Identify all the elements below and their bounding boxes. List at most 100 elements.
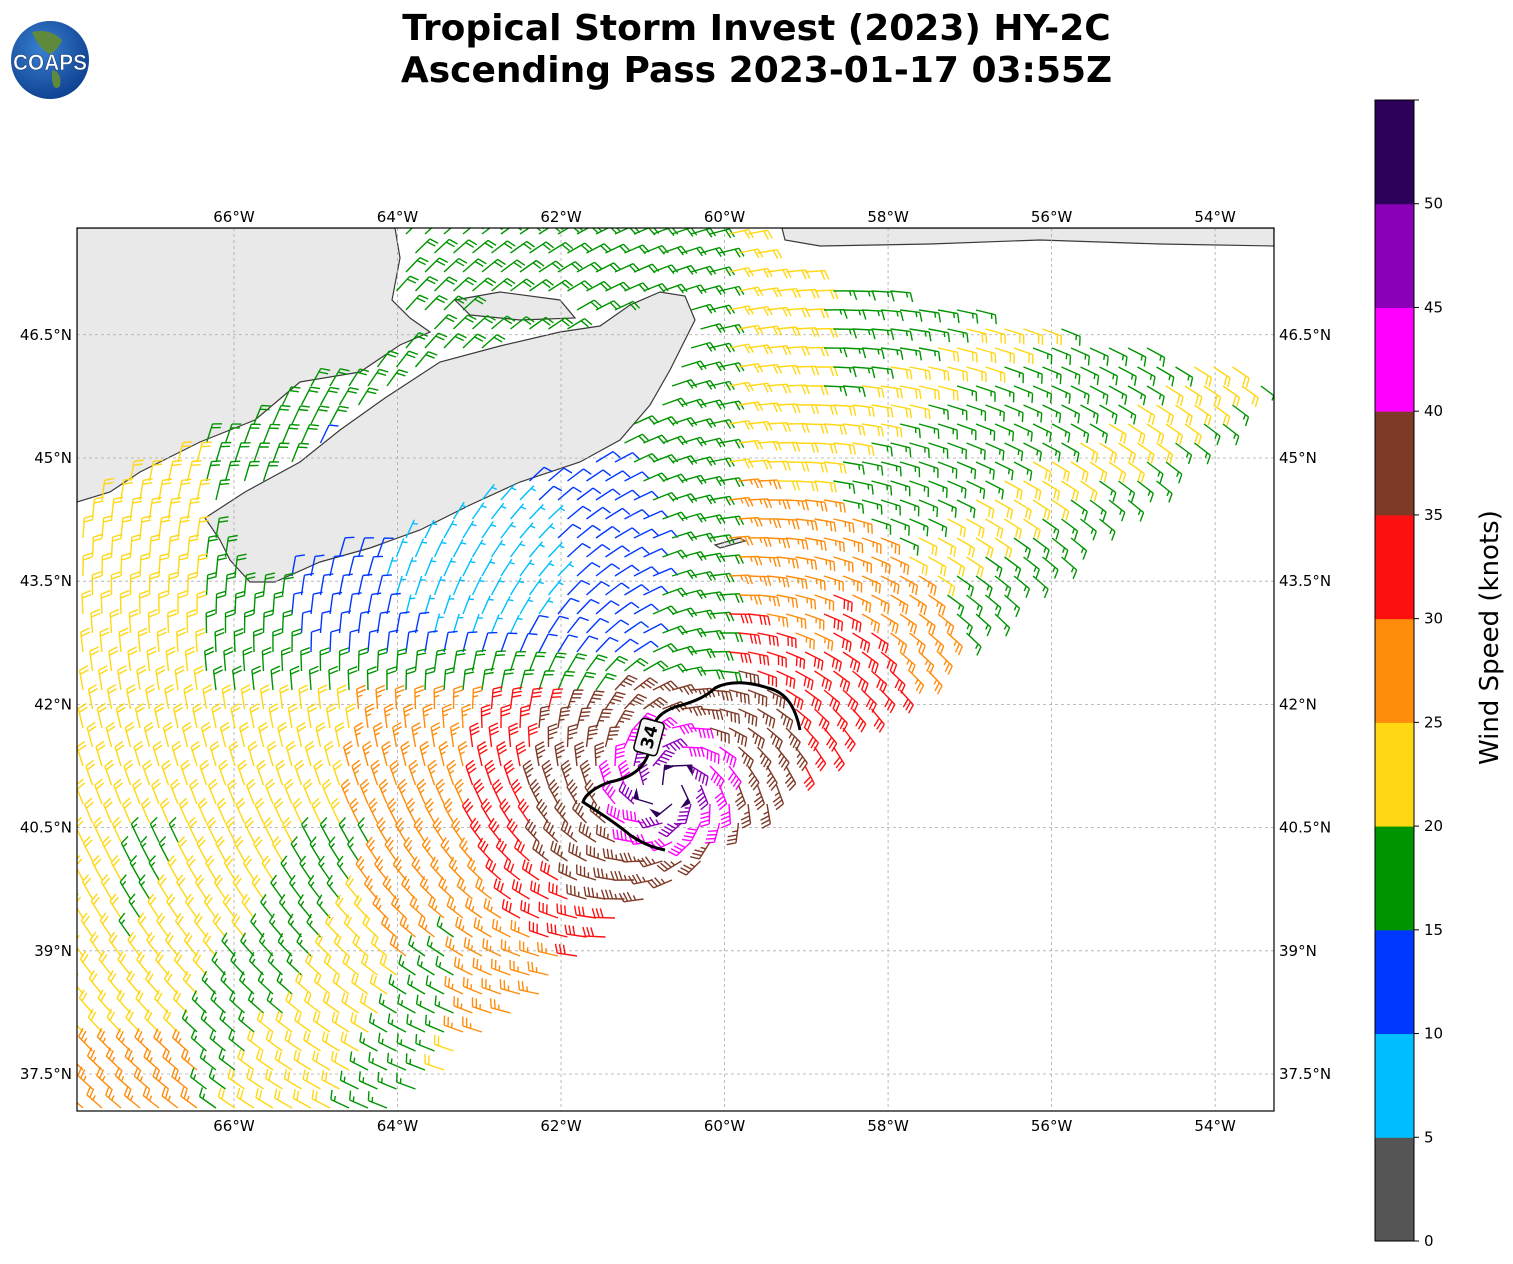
wind-barb-pennant — [680, 797, 691, 809]
wind-barb — [136, 951, 151, 976]
wind-barb — [336, 684, 347, 710]
wind-barb — [330, 1050, 350, 1071]
wind-barb — [226, 778, 237, 805]
wind-barb — [493, 878, 511, 900]
wind-barb — [86, 721, 97, 748]
wind-barb — [139, 478, 153, 501]
colorbar-bin — [1375, 514, 1414, 620]
wind-barb — [728, 343, 754, 354]
wind-barb — [396, 1072, 416, 1090]
wind-barb — [842, 651, 861, 673]
wind-barb — [238, 1010, 255, 1033]
wind-barb — [116, 989, 132, 1014]
wind-barb — [622, 809, 644, 824]
wind-barb — [338, 573, 353, 596]
wind-barb — [1194, 366, 1213, 388]
wind-barb — [281, 609, 293, 634]
wind-barb — [1032, 537, 1050, 560]
wind-barb — [719, 746, 737, 768]
wind-barb — [228, 740, 239, 767]
wind-barb — [428, 896, 445, 919]
wind-barb — [395, 350, 419, 368]
wind-barb — [481, 483, 497, 501]
wind-barb — [1070, 423, 1090, 444]
wind-barb — [756, 746, 772, 771]
wind-barb — [500, 259, 526, 273]
wind-barb — [633, 677, 659, 691]
wind-barb — [623, 728, 643, 748]
wind-barb — [289, 665, 300, 691]
wind-barb — [349, 1090, 369, 1109]
wind-barb — [77, 740, 87, 767]
wind-barb — [280, 646, 291, 672]
wind-barb — [567, 505, 592, 520]
wind-barb — [556, 903, 578, 919]
wind-barb — [956, 347, 978, 363]
wind-barb — [252, 836, 265, 862]
wind-barb — [348, 368, 370, 387]
wind-barb — [671, 531, 698, 542]
wind-barb — [398, 954, 416, 976]
wind-barb — [658, 822, 682, 838]
wind-barb — [804, 651, 824, 671]
wind-barb — [719, 670, 743, 683]
wind-barb — [378, 993, 397, 1014]
wind-barb — [357, 647, 369, 672]
wind-barb — [804, 537, 827, 552]
wind-barb — [637, 816, 663, 829]
wind-barb — [738, 439, 764, 450]
wind-barb — [154, 989, 170, 1014]
lon-label-bottom: 58°W — [867, 1117, 909, 1135]
wind-barb — [273, 797, 284, 824]
wind-barb — [408, 935, 426, 957]
wind-barb — [614, 489, 640, 501]
colorbar-bin — [1375, 618, 1414, 723]
wind-barb — [842, 309, 867, 320]
wind-barb — [1213, 404, 1231, 427]
wind-barb — [937, 423, 958, 440]
wind-barb — [747, 306, 773, 317]
wind-barb — [368, 1052, 388, 1071]
wind-barb — [1108, 423, 1127, 444]
wind-barb — [690, 341, 717, 352]
wind-barb — [109, 608, 120, 634]
colorbar-bin — [1375, 411, 1414, 516]
colorbar-bin — [1375, 722, 1414, 827]
wind-barb — [104, 759, 115, 786]
wind-barb — [413, 817, 426, 843]
wind-barb — [595, 262, 622, 273]
wind-barb — [100, 874, 113, 900]
wind-barb — [316, 894, 331, 919]
wind-barb — [471, 539, 486, 558]
wind-barb — [757, 518, 782, 529]
wind-barb — [899, 613, 918, 635]
wind-barb — [449, 722, 460, 748]
wind-barb — [1023, 442, 1042, 462]
wind-barb — [1089, 347, 1109, 366]
wind-barb — [557, 670, 576, 691]
wind-barb — [566, 616, 590, 634]
wind-barb — [671, 228, 698, 237]
wind-barb — [433, 538, 447, 558]
wind-barb — [1051, 423, 1071, 443]
wind-barb — [776, 518, 800, 530]
wind-barb — [541, 759, 553, 786]
wind-barb — [345, 703, 356, 729]
wind-barb — [366, 666, 377, 691]
wind-barb — [709, 765, 725, 790]
wind-barb — [548, 241, 574, 254]
wind-barb — [1175, 366, 1194, 387]
wind-barb — [909, 670, 925, 695]
wind-barb — [1108, 385, 1128, 406]
wind-barb — [795, 594, 817, 610]
wind-barb — [994, 461, 1014, 481]
wind-barb — [192, 951, 208, 976]
wind-barb — [548, 317, 574, 330]
wind-barb — [1203, 385, 1222, 407]
wind-barb — [573, 905, 597, 919]
wind-barb — [156, 627, 167, 653]
wind-barb — [956, 385, 978, 402]
wind-barb — [155, 665, 166, 691]
wind-barb — [1137, 480, 1154, 503]
wind-barb — [319, 386, 340, 406]
